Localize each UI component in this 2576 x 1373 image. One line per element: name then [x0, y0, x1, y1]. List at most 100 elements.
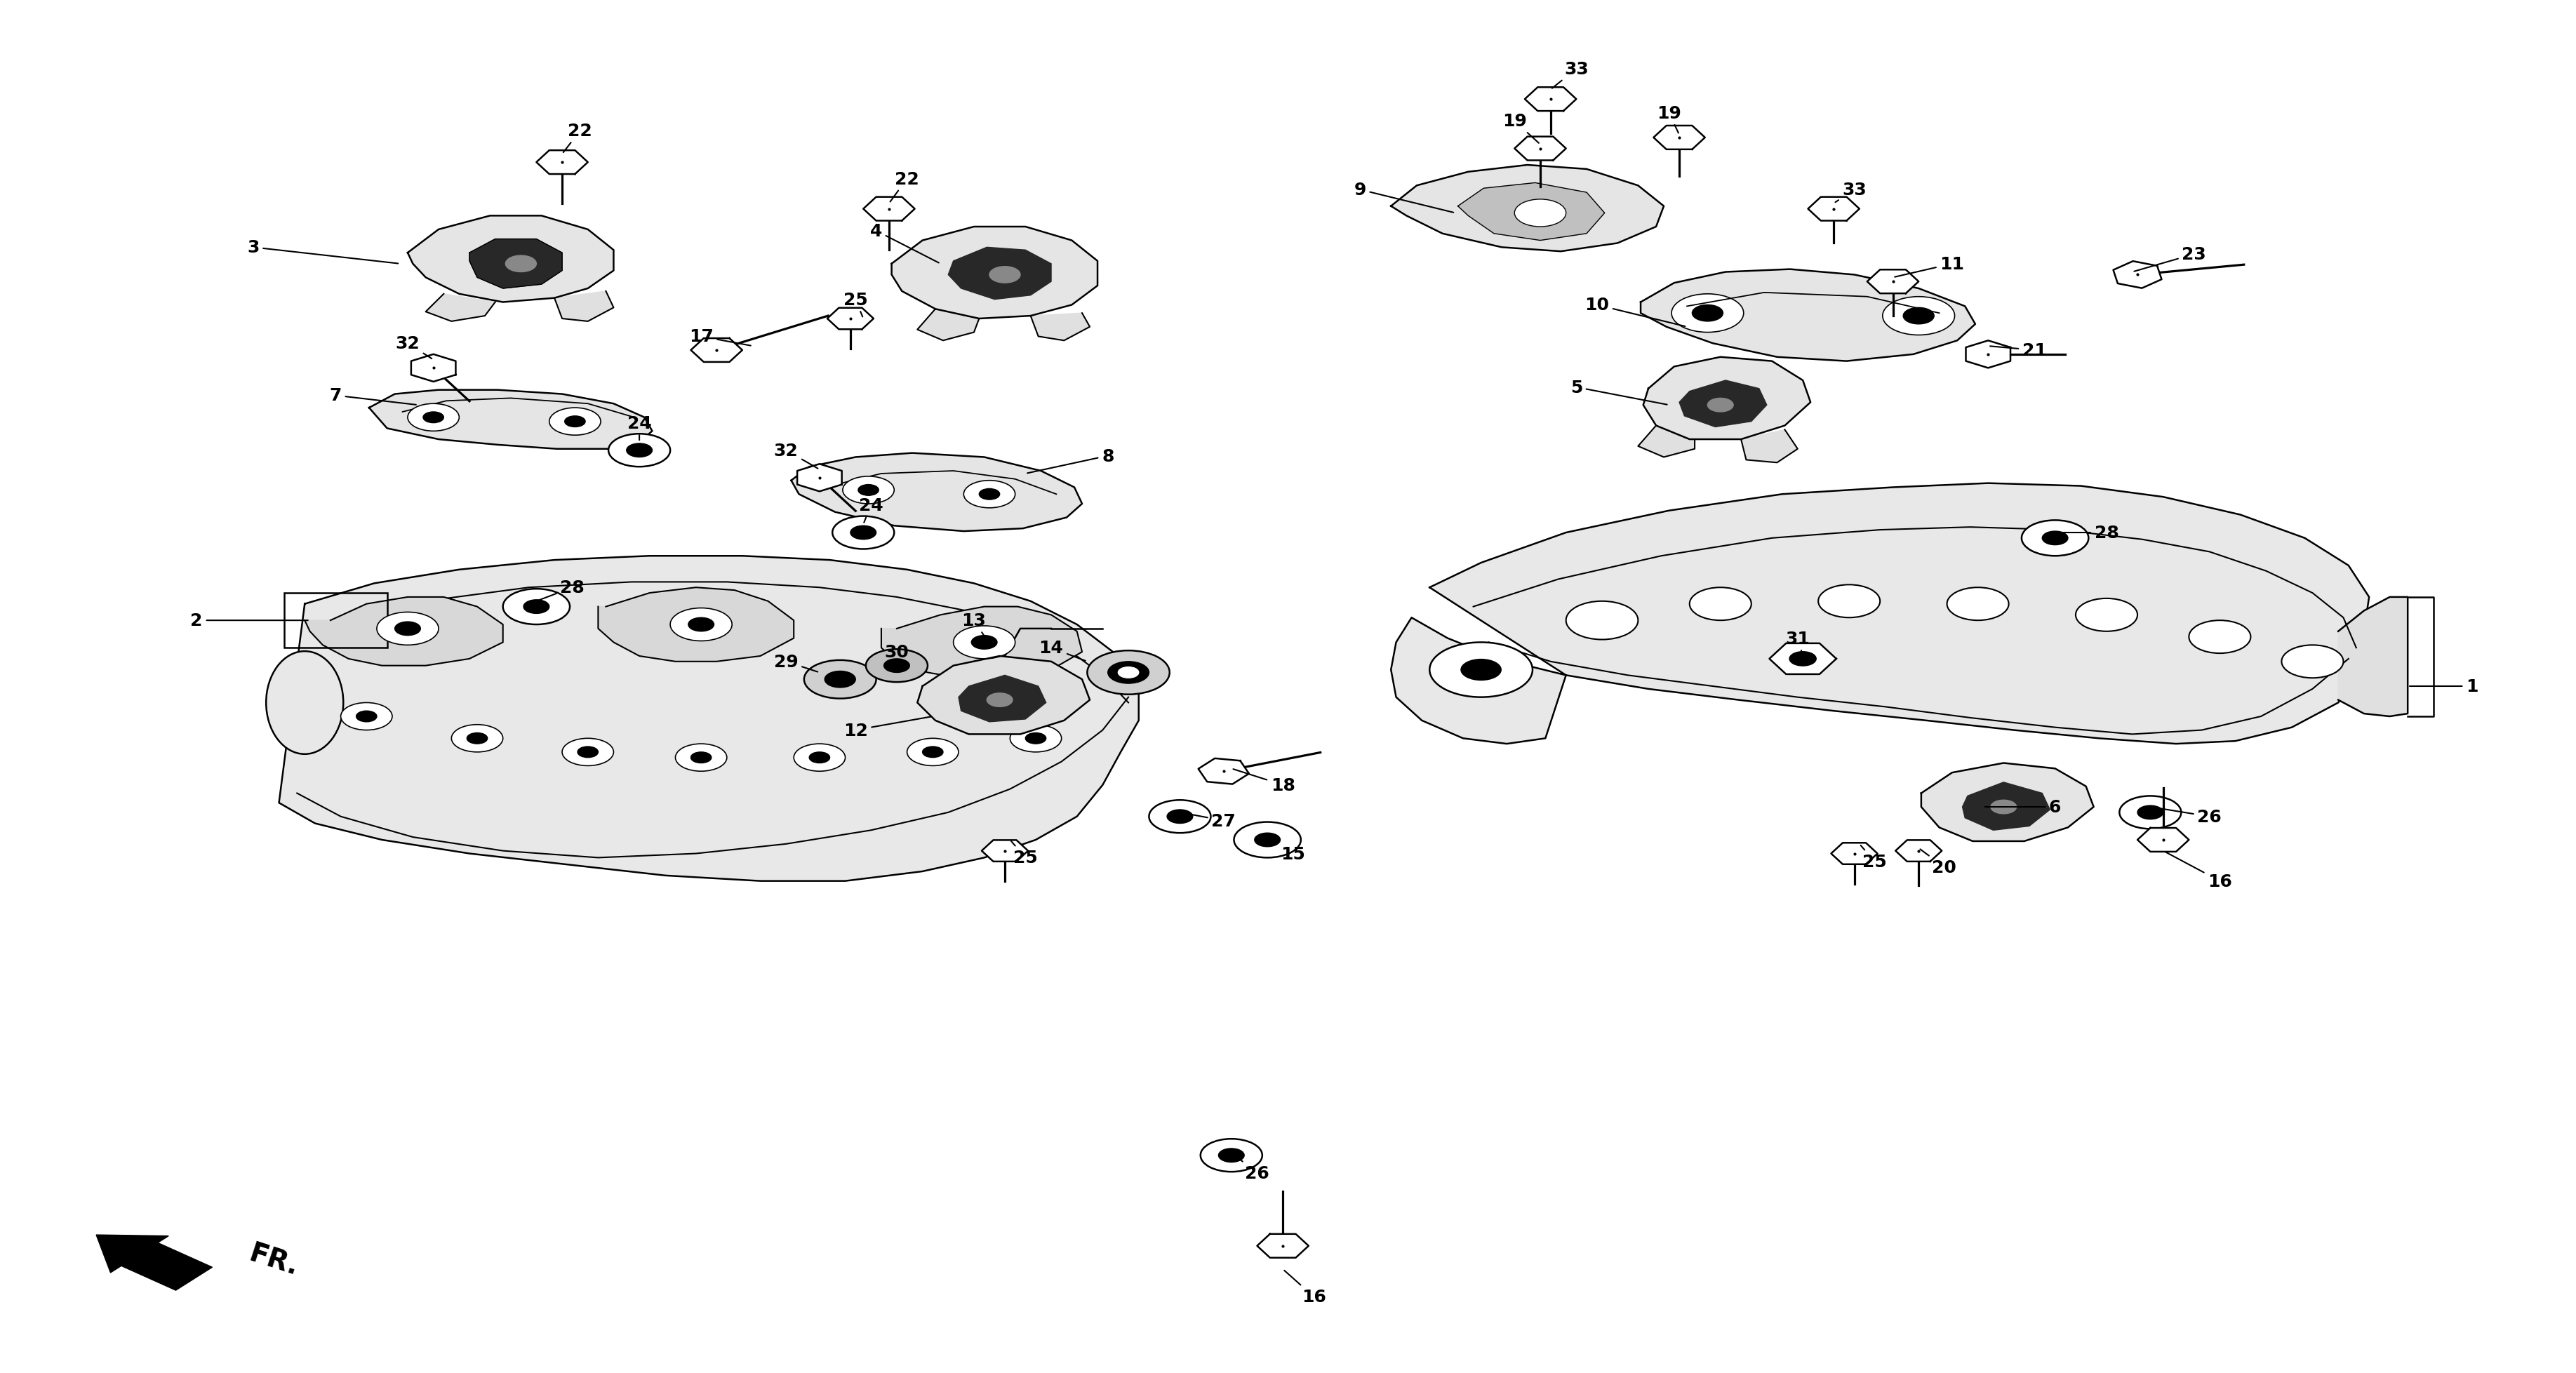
Circle shape	[1118, 667, 1139, 678]
Circle shape	[2043, 531, 2069, 545]
Circle shape	[971, 636, 997, 649]
Text: 9: 9	[1355, 181, 1453, 213]
Circle shape	[2138, 806, 2164, 820]
Circle shape	[2076, 599, 2138, 632]
Polygon shape	[1638, 426, 1695, 457]
Text: 22: 22	[564, 122, 592, 152]
Text: 24: 24	[626, 415, 652, 441]
Text: 27: 27	[1182, 813, 1236, 829]
Circle shape	[1461, 659, 1502, 681]
Text: 1: 1	[2409, 678, 2478, 695]
Polygon shape	[791, 453, 1082, 531]
Circle shape	[1255, 833, 1280, 847]
Polygon shape	[1391, 483, 2370, 744]
Polygon shape	[958, 676, 1046, 722]
Text: 25: 25	[1860, 846, 1888, 870]
Text: 30: 30	[884, 644, 909, 666]
Text: 21: 21	[1991, 342, 2048, 358]
Polygon shape	[469, 239, 562, 288]
Polygon shape	[1896, 840, 1942, 862]
Circle shape	[953, 626, 1015, 659]
Circle shape	[505, 255, 536, 272]
Circle shape	[355, 711, 376, 722]
Text: 11: 11	[1896, 255, 1965, 277]
Polygon shape	[1680, 380, 1767, 427]
Text: 26: 26	[1234, 1153, 1270, 1182]
Circle shape	[608, 434, 670, 467]
Polygon shape	[1741, 430, 1798, 463]
Circle shape	[1200, 1140, 1262, 1171]
Polygon shape	[1868, 270, 1919, 294]
Circle shape	[502, 589, 569, 625]
Circle shape	[1690, 588, 1752, 621]
Polygon shape	[690, 339, 742, 362]
Polygon shape	[2138, 828, 2190, 851]
Polygon shape	[554, 291, 613, 321]
Text: 5: 5	[1571, 379, 1667, 405]
Text: 17: 17	[688, 328, 750, 346]
Circle shape	[804, 660, 876, 699]
Text: 13: 13	[961, 612, 992, 647]
Polygon shape	[412, 354, 456, 382]
Polygon shape	[1808, 198, 1860, 221]
Circle shape	[907, 739, 958, 766]
Circle shape	[832, 516, 894, 549]
Polygon shape	[598, 588, 793, 662]
Circle shape	[675, 744, 726, 772]
Circle shape	[1566, 601, 1638, 640]
Polygon shape	[2339, 597, 2409, 717]
Text: 26: 26	[2151, 807, 2221, 825]
Text: 7: 7	[330, 387, 417, 405]
Text: 32: 32	[397, 335, 433, 360]
Polygon shape	[368, 390, 652, 449]
Circle shape	[1087, 651, 1170, 695]
Text: 19: 19	[1502, 113, 1538, 144]
Circle shape	[562, 739, 613, 766]
Circle shape	[688, 618, 714, 632]
Polygon shape	[948, 247, 1051, 299]
Polygon shape	[1257, 1234, 1309, 1258]
Text: 33: 33	[1834, 181, 1868, 203]
Polygon shape	[1654, 126, 1705, 150]
Text: 24: 24	[858, 497, 884, 523]
Text: 14: 14	[1038, 640, 1084, 662]
Polygon shape	[796, 464, 842, 492]
Polygon shape	[863, 198, 914, 221]
Circle shape	[1234, 822, 1301, 858]
Ellipse shape	[265, 652, 343, 754]
Circle shape	[987, 693, 1012, 707]
Polygon shape	[1965, 341, 2009, 368]
Polygon shape	[917, 309, 979, 341]
Circle shape	[1108, 662, 1149, 684]
Circle shape	[549, 408, 600, 435]
Polygon shape	[981, 840, 1028, 862]
Text: 15: 15	[1270, 839, 1306, 862]
Circle shape	[577, 747, 598, 758]
Text: 19: 19	[1656, 104, 1682, 133]
Circle shape	[809, 752, 829, 763]
Polygon shape	[1643, 357, 1811, 439]
Circle shape	[407, 404, 459, 431]
Text: 10: 10	[1584, 297, 1685, 327]
Text: FR.: FR.	[245, 1238, 301, 1280]
Polygon shape	[278, 556, 1139, 881]
Text: 31: 31	[1785, 630, 1811, 655]
Circle shape	[1883, 297, 1955, 335]
Polygon shape	[881, 607, 1082, 680]
Circle shape	[850, 526, 876, 540]
Text: 20: 20	[1919, 850, 1958, 876]
Circle shape	[2120, 796, 2182, 829]
Text: 18: 18	[1234, 769, 1296, 794]
Text: 25: 25	[842, 291, 868, 317]
Circle shape	[1149, 800, 1211, 833]
Polygon shape	[2112, 262, 2161, 288]
Circle shape	[1991, 800, 2017, 814]
Circle shape	[922, 747, 943, 758]
Text: 28: 28	[538, 579, 585, 601]
Polygon shape	[1525, 88, 1577, 111]
Circle shape	[564, 416, 585, 427]
Text: 29: 29	[773, 654, 817, 673]
Circle shape	[1672, 294, 1744, 332]
Polygon shape	[827, 309, 873, 330]
Polygon shape	[1515, 137, 1566, 161]
